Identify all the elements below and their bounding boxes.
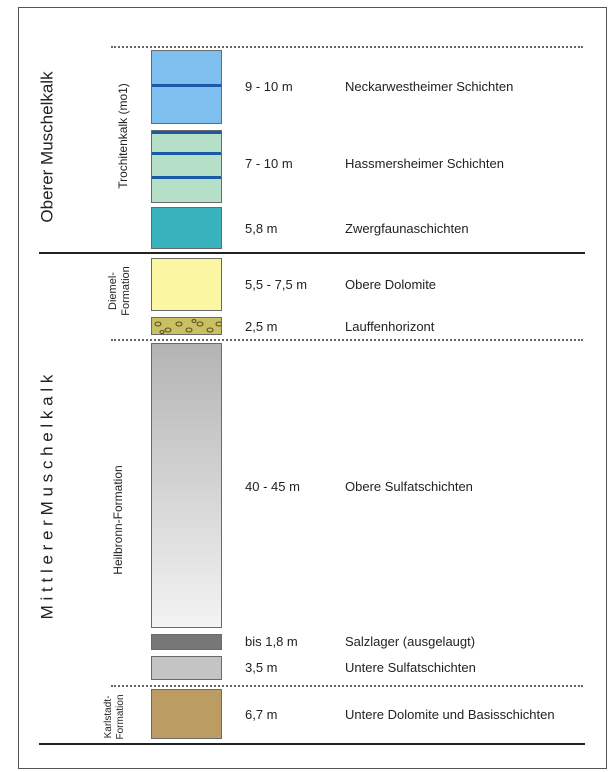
diagram-frame: Oberer Muschelkalk M i t t l e r e r M u… [18,7,607,769]
layer-thickness: 3,5 m [245,660,278,675]
formation-label-karlstadt: Karlstadt- Formation [103,694,127,739]
layer-thickness: 5,8 m [245,221,278,236]
formation-label-karlstadt-line1: Karlstadt- [103,695,114,739]
layer-name: Hassmersheimer Schichten [345,156,504,171]
layer-block-obere-sulfat [151,343,222,628]
boundary-heilbronn-karlstadt [111,685,583,687]
formation-label-heilbronn: Heilbronn-Formation [111,465,125,575]
boundary-bottom [39,743,585,745]
layer-name: Obere Dolomite [345,277,437,292]
layer-block-lauffenhorizont [151,317,222,335]
layer-name: Zwergfaunaschichten [345,221,469,236]
boundary-top-dotted [111,46,583,48]
layer-thickness: 6,7 m [245,707,278,722]
layer-name: Lauffenhorizont [345,319,435,334]
layer-name: Obere Sulfatschichten [345,479,473,494]
boundary-oberer-mittlerer [39,252,585,254]
marker-band [152,176,221,179]
layer-thickness: bis 1,8 m [245,634,298,649]
layer-block-untere-sulfat [151,656,222,680]
formation-label-trochitenkalk: Trochitenkalk (mo1) [116,83,130,189]
layer-thickness: 40 - 45 m [245,479,300,494]
layer-thickness: 5,5 - 7,5 m [245,277,308,292]
layer-thickness: 2,5 m [245,319,278,334]
formation-label-diemel-line1: Diemel- [107,272,119,310]
formation-label-diemel: Diemel- Formation [107,266,133,316]
layer-block-salzlager [151,634,222,650]
layer-name: Salzlager (ausgelaugt) [345,634,476,649]
layer-block-zwergfauna [151,207,222,249]
layer-block-untere-dolomite [151,689,222,739]
group-label-mittlerer-muschelkalk: M i t t l e r e r M u s c h e l k a l k [37,374,57,620]
layer-name: Untere Sulfatschichten [345,660,476,675]
marker-band [152,152,221,155]
formation-label-diemel-line2: Formation [120,266,132,316]
marker-band [152,131,221,134]
boundary-diemel-heilbronn [111,339,583,341]
layer-name: Untere Dolomite und Basisschichten [345,707,555,722]
layer-block-hassmersheimer [151,130,222,203]
layer-block-obere-dolomite [151,258,222,311]
marker-band [152,84,221,87]
group-label-oberer-muschelkalk: Oberer Muschelkalk [37,71,57,223]
pebble-pattern [154,318,221,334]
layer-thickness: 7 - 10 m [245,156,293,171]
layer-name: Neckarwestheimer Schichten [345,79,514,94]
layer-thickness: 9 - 10 m [245,79,293,94]
formation-label-karlstadt-line2: Formation [115,694,126,740]
layer-block-neckarwestheimer [151,50,222,124]
